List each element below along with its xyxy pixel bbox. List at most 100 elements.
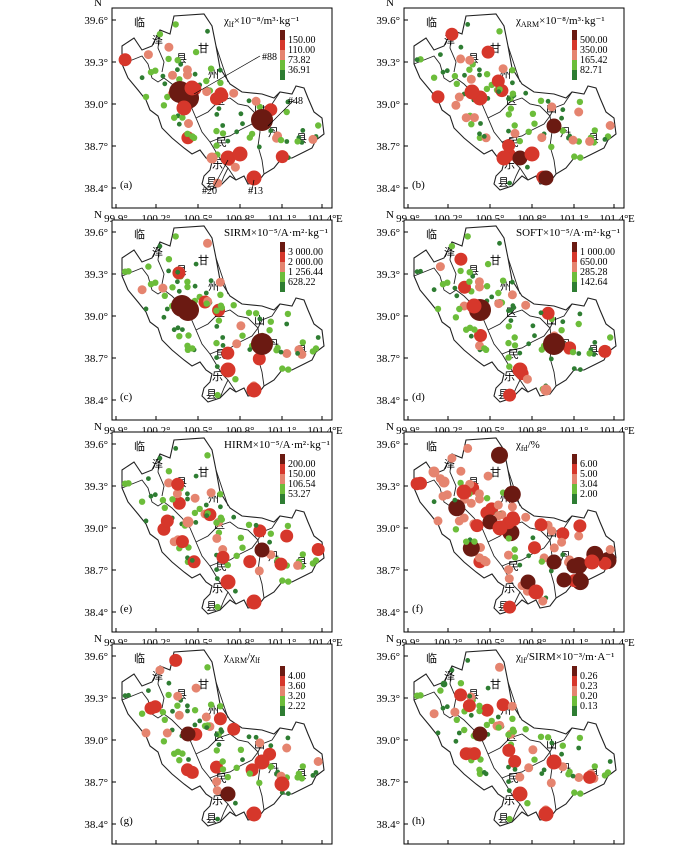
- station-point: [544, 734, 552, 741]
- legend-color-swatch: [280, 60, 285, 70]
- station-point: [144, 701, 158, 715]
- station-point: [438, 52, 443, 57]
- station-point: [239, 544, 246, 551]
- station-point: [481, 770, 487, 775]
- station-point: [465, 22, 471, 27]
- station-point: [560, 319, 566, 325]
- station-point: [505, 535, 512, 542]
- map-panel-f: 39.6°39.3°39.0°38.7°38.4°N99.9° 100.2° 100…: [376, 421, 635, 649]
- station-point: [186, 757, 191, 762]
- station-point: [168, 70, 177, 80]
- station-point: [538, 596, 548, 606]
- station-point: [483, 721, 491, 729]
- station-point: [172, 21, 179, 28]
- station-point: [506, 308, 511, 314]
- station-point: [464, 233, 471, 240]
- station-point: [524, 800, 531, 807]
- county-border: [449, 241, 457, 285]
- station-point: [246, 382, 262, 398]
- region-label: 县: [468, 264, 479, 277]
- station-point: [539, 771, 545, 776]
- station-point: [240, 757, 245, 763]
- station-point: [413, 692, 421, 699]
- lat-tick-label: 38.4°: [84, 395, 108, 407]
- station-point: [170, 708, 175, 714]
- station-point: [454, 688, 468, 702]
- region-label: 甘: [490, 466, 501, 479]
- legend-color-swatch: [280, 50, 285, 60]
- station-point: [559, 115, 564, 121]
- station-point: [510, 303, 516, 309]
- station-point: [184, 283, 191, 291]
- station-point: [532, 333, 537, 339]
- station-point: [573, 519, 587, 533]
- station-point: [465, 658, 471, 663]
- station-point: [505, 354, 512, 361]
- station-point: [538, 346, 545, 353]
- region-label: 乐: [212, 370, 223, 383]
- station-point: [185, 703, 190, 709]
- station-point: [541, 767, 547, 773]
- lat-tick-label: 38.7°: [84, 353, 108, 365]
- station-point: [506, 363, 513, 370]
- station-point: [571, 153, 578, 160]
- station-point: [299, 339, 306, 346]
- station-point: [574, 531, 584, 541]
- county-border: [549, 303, 573, 329]
- region-label: 民: [216, 773, 227, 785]
- station-point: [548, 356, 554, 362]
- region-label: 泽: [152, 458, 163, 471]
- station-point: [175, 535, 189, 549]
- station-point: [503, 600, 517, 614]
- station-point: [246, 734, 252, 740]
- station-point: [489, 294, 495, 300]
- east-axis-label: E: [336, 425, 343, 437]
- station-point: [431, 90, 445, 104]
- station-point: [576, 98, 584, 106]
- station-point: [204, 725, 210, 730]
- north-axis-label: N: [386, 633, 394, 645]
- legend-value: 82.71: [580, 65, 603, 76]
- station-point: [607, 334, 614, 341]
- station-point: [142, 93, 150, 101]
- station-point: [245, 521, 253, 528]
- legend-value: 200.00: [288, 459, 316, 470]
- station-point: [496, 698, 510, 712]
- station-point: [230, 162, 240, 172]
- station-point: [185, 496, 190, 502]
- station-point: [180, 726, 196, 742]
- station-point: [485, 685, 491, 691]
- panel-letter: (d): [412, 391, 425, 403]
- station-point: [496, 150, 512, 166]
- station-point: [183, 70, 192, 80]
- lat-tick-label: 39.3°: [376, 57, 400, 69]
- station-point: [447, 453, 457, 463]
- station-point: [207, 65, 215, 72]
- annotation-leader: [251, 179, 255, 191]
- station-point: [468, 333, 474, 339]
- station-point: [476, 702, 483, 709]
- station-point: [246, 594, 262, 610]
- region-label: 泽: [444, 670, 455, 683]
- station-point: [233, 764, 240, 771]
- station-point: [256, 144, 262, 150]
- station-point: [246, 770, 253, 777]
- station-point: [467, 693, 473, 699]
- station-point: [229, 88, 239, 98]
- station-point: [164, 306, 170, 312]
- lat-tick-label: 39.3°: [84, 481, 108, 493]
- station-point: [511, 554, 519, 561]
- county-border: [157, 665, 165, 709]
- region-label: 泽: [152, 246, 163, 259]
- station-annotation: #48: [288, 96, 303, 107]
- station-point: [175, 325, 181, 331]
- station-point: [268, 128, 274, 134]
- county-border: [511, 803, 521, 823]
- station-point: [505, 323, 512, 330]
- county-border: [157, 29, 165, 73]
- legend-color-swatch: [572, 494, 577, 504]
- station-point: [559, 742, 566, 749]
- station-point: [475, 494, 484, 504]
- station-point: [297, 349, 307, 359]
- station-point: [247, 347, 253, 352]
